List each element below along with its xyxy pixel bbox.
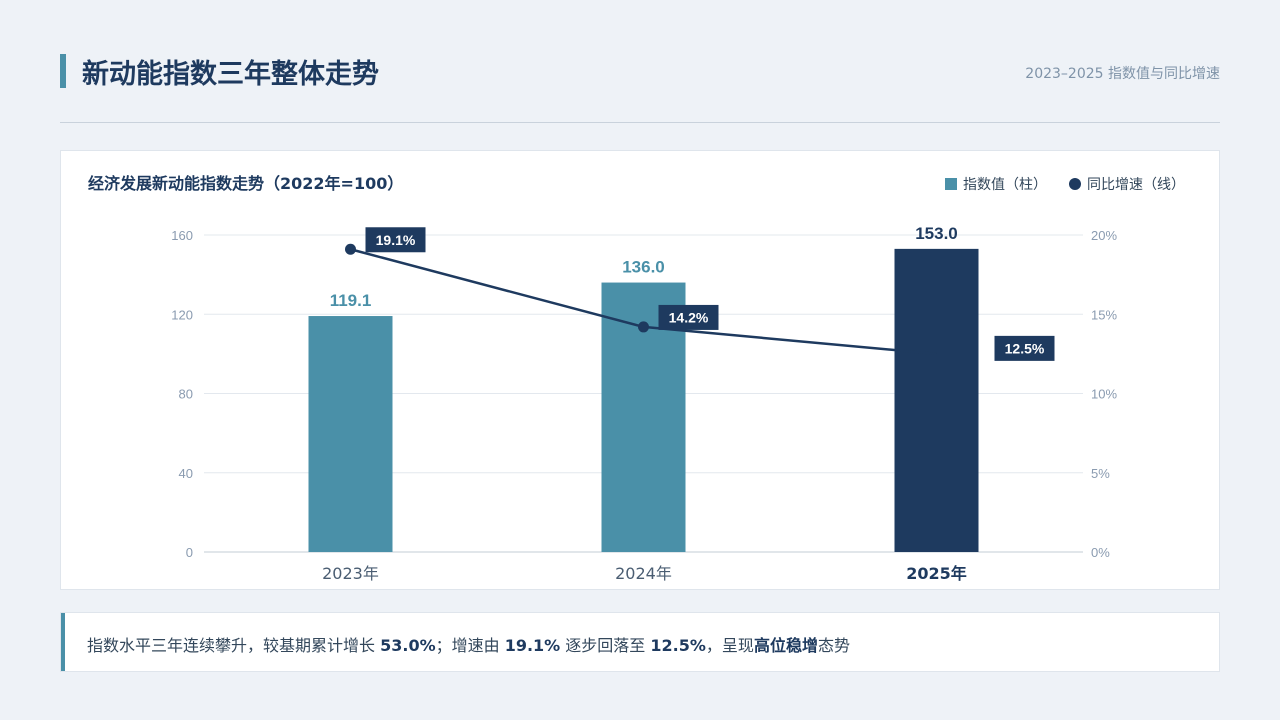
legend-line-label: 同比增速（线） bbox=[1087, 177, 1185, 193]
summary-highlight: 高位稳增 bbox=[753, 636, 818, 655]
growth-rate-label-box bbox=[365, 227, 426, 253]
y-left-tick-label: 160 bbox=[171, 228, 193, 243]
growth-rate-label: 19.1% bbox=[376, 232, 416, 248]
growth-rate-label: 12.5% bbox=[1005, 340, 1045, 356]
summary-text: 指数水平三年连续攀升，较基期累计增长 53.0%；增速由 19.1% 逐步回落至… bbox=[87, 632, 850, 656]
combo-chart: 0 40 80 120 160 0% 5% 10% 15% 20% 119.1 136.0 153.0 2… bbox=[171, 224, 1117, 583]
bar-2023年 bbox=[308, 316, 393, 552]
legend-line-dot-icon bbox=[1069, 178, 1081, 190]
legend-bar-swatch-icon bbox=[945, 178, 957, 190]
growth-rate-label-box bbox=[658, 304, 719, 330]
summary-highlight: 53.0% bbox=[380, 636, 436, 655]
growth-rate-label-box bbox=[994, 335, 1055, 361]
summary-accent-bar bbox=[61, 613, 65, 671]
y-right-tick-label: 10% bbox=[1091, 387, 1117, 402]
legend-item-bar: 指数值（柱） bbox=[945, 174, 1047, 194]
y-left-tick-label: 80 bbox=[179, 387, 193, 402]
x-tick-label: 2024年 bbox=[615, 564, 672, 583]
y-right-tick-label: 20% bbox=[1091, 228, 1117, 243]
y-right-tick-label: 5% bbox=[1091, 466, 1110, 481]
x-tick-label: 2025年 bbox=[906, 564, 967, 583]
bar-2025年 bbox=[894, 248, 979, 552]
chart-title: 经济发展新动能指数走势（2022年=100） bbox=[88, 174, 404, 193]
summary-box: 指数水平三年连续攀升，较基期累计增长 53.0%；增速由 19.1% 逐步回落至… bbox=[60, 612, 1220, 672]
title-accent-bar bbox=[60, 54, 66, 88]
summary-fragment: ，呈现 bbox=[705, 636, 754, 655]
page-title: 新动能指数三年整体走势 bbox=[82, 59, 379, 90]
y-right-tick-label: 0% bbox=[1091, 545, 1110, 560]
legend-item-line: 同比增速（线） bbox=[1069, 174, 1185, 194]
legend-bar-label: 指数值（柱） bbox=[963, 177, 1047, 193]
header-divider bbox=[60, 122, 1220, 123]
y-left-tick-label: 0 bbox=[186, 545, 193, 560]
summary-fragment: 态势 bbox=[817, 636, 850, 655]
growth-rate-point bbox=[345, 243, 356, 255]
y-left-tick-label: 40 bbox=[179, 466, 193, 481]
x-tick-label: 2023年 bbox=[322, 564, 379, 583]
bar-value-label: 153.0 bbox=[915, 224, 958, 243]
chart-legend: 指数值（柱） 同比增速（线） bbox=[923, 174, 1185, 194]
bar-value-label: 136.0 bbox=[622, 258, 665, 277]
summary-fragment: 逐步回落至 bbox=[560, 636, 651, 655]
chart-card: 经济发展新动能指数走势（2022年=100） 指数值（柱） 同比增速（线） 0 4… bbox=[60, 150, 1220, 590]
y-left-tick-label: 120 bbox=[171, 307, 193, 322]
summary-fragment: ；增速由 bbox=[435, 636, 505, 655]
summary-highlight: 12.5% bbox=[650, 636, 706, 655]
growth-rate-label: 14.2% bbox=[669, 309, 709, 325]
y-right-tick-label: 15% bbox=[1091, 307, 1117, 322]
page-subtitle: 2023–2025 指数值与同比增速 bbox=[1025, 66, 1220, 82]
bar-value-label: 119.1 bbox=[330, 291, 372, 310]
growth-rate-point bbox=[638, 321, 649, 333]
summary-highlight: 19.1% bbox=[504, 636, 561, 655]
summary-fragment: 指数水平三年连续攀升，较基期累计增长 bbox=[87, 636, 381, 655]
